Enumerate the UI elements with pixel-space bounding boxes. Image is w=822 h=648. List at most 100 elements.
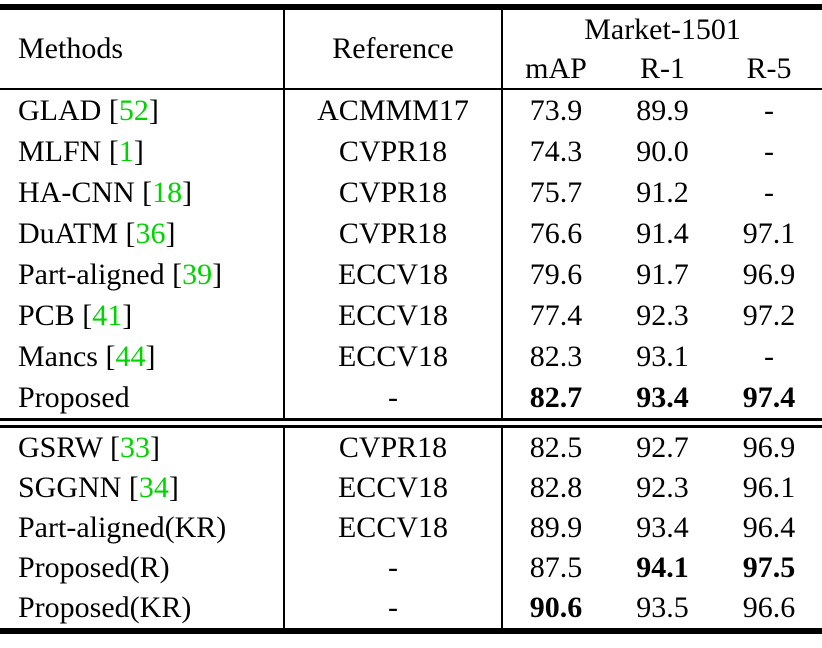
reference-cell: - (284, 548, 503, 588)
table-row: HA-CNN [18] CVPR18 75.7 91.2 - (0, 172, 822, 213)
method-cell: GLAD [52] (0, 89, 285, 131)
citation-number: 52 (118, 93, 149, 127)
metric-cell-map: 82.3 (529, 339, 583, 373)
metric-cell-r5: - (764, 339, 775, 373)
metric-cell-map: 76.6 (529, 216, 583, 250)
citation-number: 1 (118, 134, 134, 168)
reference-cell: ECCV18 (284, 336, 503, 377)
citation-number: 34 (138, 471, 169, 504)
metric-cell-map: 82.7 (502, 377, 609, 428)
method-cell: SGGNN [34] (0, 468, 285, 508)
table-row: GLAD [52] ACMMM17 73.9 89.9 - (0, 89, 822, 131)
metric-cell-map: 82.8 (529, 471, 583, 504)
metric-cell-r5: 97.4 (716, 377, 822, 428)
metric-cell-r1: 89.9 (636, 93, 689, 127)
reference-cell: - (284, 588, 503, 631)
metric-cell-map: 77.4 (529, 298, 583, 332)
method-cell: Mancs [44] (0, 336, 285, 377)
metric-cell-r5: 97.1 (742, 216, 796, 250)
metric-cell-map: 75.7 (529, 175, 583, 209)
reference-cell: ECCV18 (284, 508, 503, 548)
metric-cell-r1: 91.7 (636, 257, 689, 291)
reference-cell: CVPR18 (284, 172, 503, 213)
header-row-top: Methods Reference Market-1501 (0, 7, 822, 90)
metric-cell-map: 89.9 (529, 511, 583, 544)
metric-cell-r1: 92.7 (636, 431, 689, 464)
col-header-r5: R-5 (716, 50, 822, 90)
table-row: GSRW [33] CVPR18 82.5 92.7 96.9 (0, 423, 822, 468)
metric-cell-map: 87.5 (529, 551, 583, 584)
metric-cell-r1: 91.4 (636, 216, 689, 250)
citation-number: 44 (115, 339, 146, 373)
reference-cell: ECCV18 (284, 468, 503, 508)
citation-number: 41 (92, 298, 123, 332)
reference-cell: ACMMM17 (284, 89, 503, 131)
reference-cell: CVPR18 (284, 131, 503, 172)
method-cell: MLFN [1] (0, 131, 285, 172)
metric-cell-map: 73.9 (529, 93, 583, 127)
metric-cell-map: 74.3 (529, 134, 583, 168)
reference-cell: CVPR18 (284, 213, 503, 254)
metric-cell-r5: 96.1 (742, 471, 796, 504)
metric-cell-r1: 90.0 (636, 134, 689, 168)
metric-cell-r1: 93.4 (609, 377, 716, 428)
reference-cell: - (284, 377, 503, 428)
table-row: Proposed(KR) -90.6 93.5 96.6 (0, 588, 822, 631)
metric-cell-r1: 93.4 (636, 511, 689, 544)
method-cell: PCB [41] (0, 295, 285, 336)
method-cell: GSRW [33] (0, 423, 285, 468)
method-cell: Proposed (0, 377, 285, 428)
metric-cell-map: 82.5 (529, 431, 583, 464)
table-row: DuATM [36] CVPR18 76.6 91.4 97.1 (0, 213, 822, 254)
table-header: Methods Reference Market-1501 mAP R-1 R-… (0, 7, 822, 90)
reference-cell: CVPR18 (284, 423, 503, 468)
table-row: MLFN [1] CVPR18 74.3 90.0 - (0, 131, 822, 172)
metric-cell-r5: 97.5 (742, 551, 796, 584)
citation-number: 39 (182, 257, 213, 291)
method-cell: Proposed(KR) (0, 588, 285, 631)
col-header-r1: R-1 (609, 50, 716, 90)
table-section-comparison: GLAD [52] ACMMM17 73.9 89.9- MLFN [1] CVPR18 7… (0, 89, 822, 428)
metric-cell-r5: 96.4 (742, 511, 796, 544)
method-cell: Proposed(R) (0, 548, 285, 588)
header-row-metrics: mAP R-1 R-5 (0, 50, 822, 90)
table-row: PCB [41] ECCV18 77.4 92.3 97.2 (0, 295, 822, 336)
method-cell: Part-aligned [39] (0, 254, 285, 295)
citation-number: 33 (119, 431, 150, 464)
metric-cell-r1: 93.5 (636, 591, 689, 624)
table-row: Mancs [44] ECCV18 82.3 93.1 - (0, 336, 822, 377)
metric-cell-r5: 97.2 (742, 298, 796, 332)
table-row: Proposed -82.7 93.4 97.4 (0, 377, 822, 428)
metric-cell-map: 90.6 (529, 591, 583, 624)
metric-cell-r1: 93.1 (636, 339, 689, 373)
col-header-methods: Methods (0, 7, 285, 90)
citation-number: 18 (152, 175, 183, 209)
table-row: SGGNN [34] ECCV18 82.8 92.3 96.1 (0, 468, 822, 508)
reference-cell: ECCV18 (284, 254, 503, 295)
method-cell: DuATM [36] (0, 213, 285, 254)
metric-cell-r5: 96.9 (742, 431, 796, 464)
metric-cell-r5: - (764, 93, 775, 127)
col-header-dataset: Market-1501 (584, 13, 741, 46)
citation-number: 36 (135, 216, 166, 250)
table-section-reranking: GSRW [33] CVPR18 82.5 92.7 96.9 SGGNN [34] ECC… (0, 423, 822, 631)
table-row: Proposed(R) -87.5 94.1 97.5 (0, 548, 822, 588)
results-table: Methods Reference Market-1501 mAP R-1 R-… (0, 4, 822, 634)
metric-cell-r1: 91.2 (636, 175, 689, 209)
col-header-reference: Reference (284, 7, 503, 90)
table-row: Part-aligned [39] ECCV18 79.6 91.7 96.9 (0, 254, 822, 295)
metric-cell-r1: 94.1 (636, 551, 689, 584)
method-cell: HA-CNN [18] (0, 172, 285, 213)
metric-cell-r5: - (764, 175, 775, 209)
metric-cell-r1: 92.3 (636, 298, 689, 332)
metric-cell-r5: - (764, 134, 775, 168)
metric-cell-r5: 96.9 (742, 257, 796, 291)
reference-cell: ECCV18 (284, 295, 503, 336)
metric-cell-map: 79.6 (529, 257, 583, 291)
col-header-map: mAP (502, 50, 609, 90)
metric-cell-r1: 92.3 (636, 471, 689, 504)
method-cell: Part-aligned(KR) (0, 508, 285, 548)
metric-cell-r5: 96.6 (742, 591, 796, 624)
table-row: Part-aligned(KR) ECCV18 89.9 93.4 96.4 (0, 508, 822, 548)
